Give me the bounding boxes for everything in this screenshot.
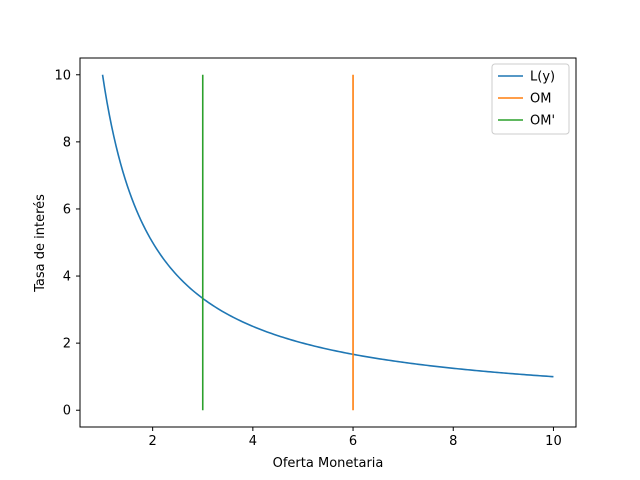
x-tick-label: 10	[545, 434, 562, 449]
x-tick-label: 6	[349, 434, 357, 449]
y-tick-label: 4	[63, 270, 71, 285]
x-tick-label: 4	[249, 434, 257, 449]
x-ticks: 2 4 6 8 10	[149, 427, 562, 449]
axes-frame	[79, 57, 577, 428]
legend-label: L(y)	[530, 70, 555, 85]
y-axis-label: Tasa de interés	[33, 194, 48, 293]
x-axis-label: Oferta Monetaria	[273, 456, 384, 471]
y-tick-label: 6	[63, 202, 71, 217]
y-tick-label: 8	[63, 135, 71, 150]
legend-label: OM'	[530, 114, 555, 129]
x-tick-label: 8	[449, 434, 457, 449]
y-ticks: 0 2 4 6 8 10	[54, 68, 80, 419]
legend-box	[491, 63, 570, 135]
y-tick-label: 2	[63, 337, 71, 352]
legend: L(y) OM OM'	[491, 63, 570, 135]
y-tick-label: 0	[63, 404, 71, 419]
legend-label: OM	[530, 92, 551, 107]
x-tick-label: 2	[149, 434, 157, 449]
series-line-1	[101, 74, 554, 378]
series-layer	[101, 74, 554, 411]
y-tick-label: 10	[54, 68, 71, 83]
